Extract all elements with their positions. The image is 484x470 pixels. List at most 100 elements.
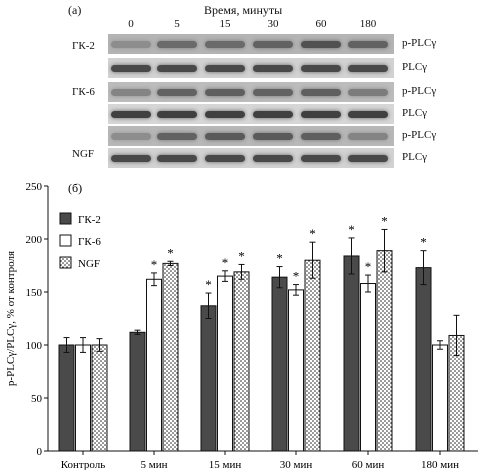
blot-strip-label: p-PLCγ bbox=[402, 129, 437, 141]
blot-band bbox=[348, 111, 388, 118]
blot-strip-label: PLCγ bbox=[402, 61, 428, 73]
bar bbox=[146, 278, 162, 452]
bar bbox=[415, 267, 432, 452]
blot-band bbox=[205, 89, 245, 96]
significance-mark: * bbox=[151, 257, 158, 272]
time-tick-180: 180 bbox=[359, 18, 377, 30]
blot-band bbox=[253, 133, 293, 140]
significance-mark: * bbox=[381, 213, 388, 228]
bar bbox=[200, 305, 217, 452]
blot-band bbox=[348, 89, 388, 96]
bar bbox=[233, 271, 250, 452]
blot-band bbox=[301, 133, 341, 140]
significance-mark: * bbox=[309, 226, 316, 241]
significance-mark: * bbox=[222, 255, 229, 270]
bar bbox=[58, 344, 75, 452]
x-tick-label: 60 мин bbox=[352, 459, 385, 470]
bar bbox=[271, 276, 288, 452]
x-tick-label: Контроль bbox=[61, 459, 105, 470]
bar bbox=[304, 259, 321, 452]
y-axis-label: p-PLCγ/PLCγ, % от контроля bbox=[5, 251, 17, 386]
bar bbox=[162, 262, 179, 452]
legend-swatch bbox=[59, 256, 72, 269]
blot-strip bbox=[108, 58, 394, 78]
bar bbox=[129, 331, 146, 452]
blot-band bbox=[348, 155, 388, 162]
bar bbox=[91, 344, 108, 452]
blot-band bbox=[348, 133, 388, 140]
blot-band bbox=[348, 65, 388, 72]
blot-panel-label: (а) bbox=[68, 3, 82, 17]
time-axis-title: Время, минуты bbox=[204, 3, 283, 17]
bar bbox=[288, 289, 304, 452]
significance-mark: * bbox=[365, 259, 372, 274]
blot-band bbox=[301, 111, 341, 118]
x-tick-label: 180 мин bbox=[421, 459, 459, 470]
legend-swatch bbox=[59, 212, 72, 225]
time-tick-5: 5 bbox=[174, 18, 180, 30]
blot-band bbox=[111, 89, 151, 96]
x-tick-label: 5 мин bbox=[141, 459, 168, 470]
chart-panel-label: (б) bbox=[68, 181, 82, 195]
blot-strip-label: PLCγ bbox=[402, 107, 428, 119]
blot-band bbox=[111, 133, 151, 140]
legend-label: ГК-2 bbox=[78, 214, 101, 226]
bar bbox=[75, 344, 91, 452]
blot-strip bbox=[108, 148, 394, 168]
blot-band bbox=[253, 65, 293, 72]
blot-band bbox=[111, 65, 151, 72]
blot-strip bbox=[108, 104, 394, 124]
y-tick-label: 200 bbox=[26, 234, 43, 246]
blot-band bbox=[301, 89, 341, 96]
blot-band bbox=[205, 133, 245, 140]
blot-band bbox=[301, 65, 341, 72]
significance-mark: * bbox=[348, 222, 355, 237]
significance-mark: * bbox=[205, 277, 212, 292]
significance-mark: * bbox=[293, 269, 300, 284]
blot-strip-label: PLCγ bbox=[402, 151, 428, 163]
blot-band bbox=[157, 89, 197, 96]
blot-band bbox=[205, 41, 245, 48]
bar bbox=[360, 283, 376, 452]
significance-mark: * bbox=[420, 235, 427, 250]
significance-mark: * bbox=[276, 251, 283, 266]
blot-band bbox=[111, 111, 151, 118]
blot-band bbox=[205, 111, 245, 118]
time-tick-30: 30 bbox=[267, 18, 279, 30]
blot-band bbox=[111, 155, 151, 162]
blot-band bbox=[253, 155, 293, 162]
bar bbox=[432, 344, 448, 452]
bar bbox=[217, 275, 233, 452]
blot-band bbox=[205, 65, 245, 72]
significance-mark: * bbox=[238, 248, 245, 263]
y-tick-label: 0 bbox=[37, 446, 43, 458]
blot-strip bbox=[108, 82, 394, 102]
blot-band bbox=[157, 41, 197, 48]
legend-swatch bbox=[59, 234, 72, 247]
blot-strip bbox=[108, 34, 394, 54]
bar-chart: 0 50 100 150 200 250 p-PLCγ/PLCγ, % от контрол… bbox=[5, 181, 478, 470]
blot-band bbox=[253, 41, 293, 48]
blot-strip bbox=[108, 126, 394, 146]
x-tick-label: 30 мин bbox=[280, 459, 313, 470]
time-tick-0: 0 bbox=[128, 18, 134, 30]
legend-label: ГК-6 bbox=[78, 236, 101, 248]
blot-band bbox=[301, 41, 341, 48]
blot-band bbox=[301, 155, 341, 162]
blot-band bbox=[348, 41, 388, 48]
blot-band bbox=[253, 89, 293, 96]
blot-band bbox=[157, 111, 197, 118]
time-tick-60: 60 bbox=[315, 18, 327, 30]
significance-mark: * bbox=[167, 245, 174, 260]
blot-group-label: ГК-2 bbox=[72, 40, 95, 52]
y-tick-label: 100 bbox=[26, 340, 43, 352]
blot-group-label: ГК-6 bbox=[72, 86, 95, 98]
blot-band bbox=[111, 41, 151, 48]
blot-band bbox=[157, 133, 197, 140]
blot-strip-label: p-PLCγ bbox=[402, 37, 437, 49]
blot-group-label: NGF bbox=[72, 148, 95, 160]
blot-band bbox=[157, 65, 197, 72]
y-tick-label: 150 bbox=[26, 287, 43, 299]
blot-band bbox=[253, 111, 293, 118]
time-tick-15: 15 bbox=[219, 18, 231, 30]
